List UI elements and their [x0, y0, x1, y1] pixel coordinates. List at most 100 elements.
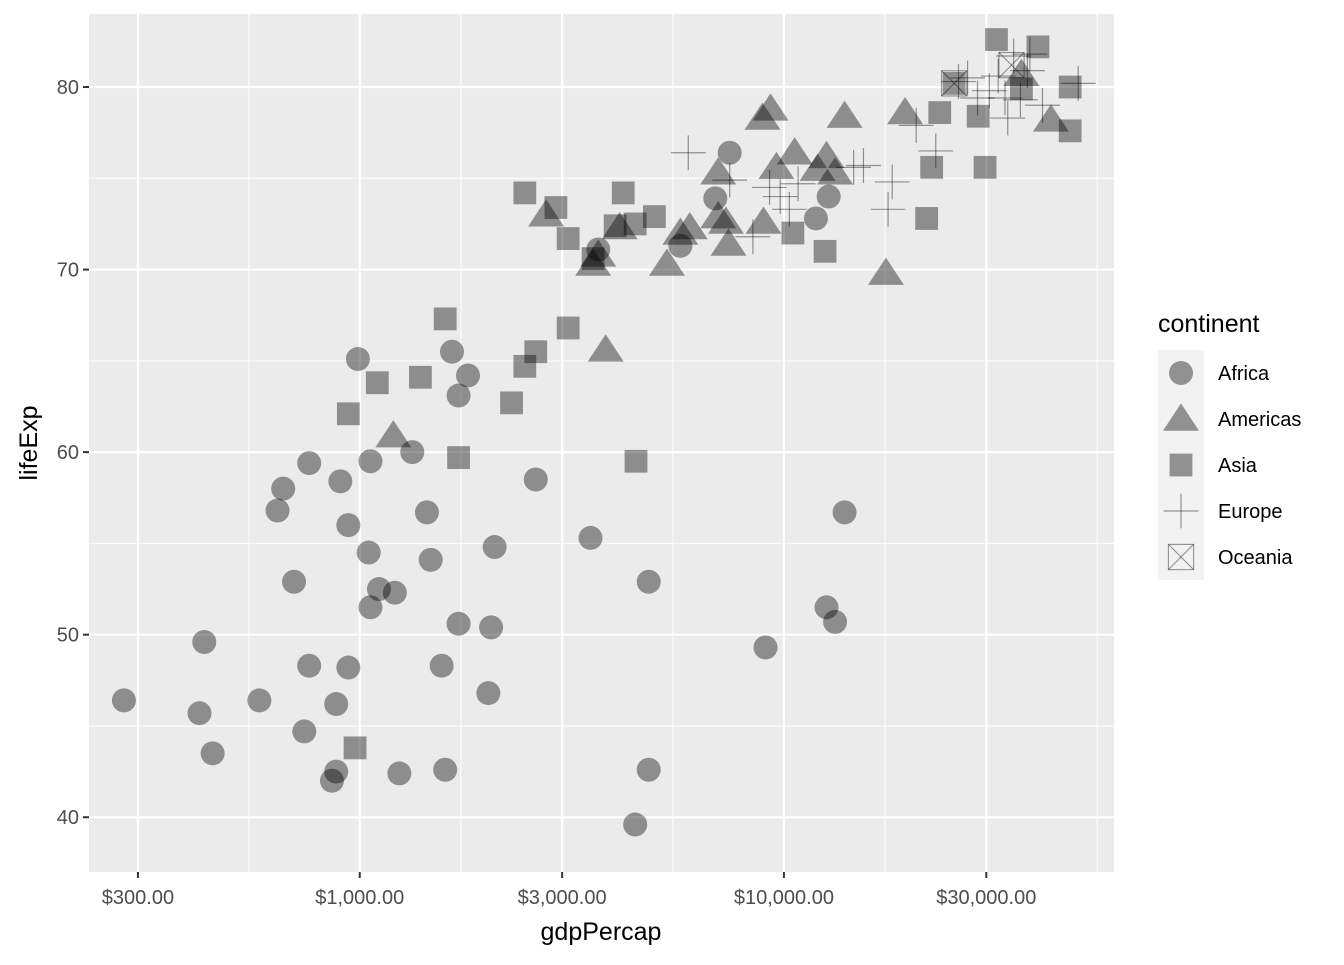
- data-point-europe: [1003, 82, 1038, 118]
- data-point-asia: [623, 212, 647, 236]
- data-point-asia: [928, 101, 952, 124]
- data-point-asia: [1058, 75, 1082, 99]
- data-point-africa: [703, 186, 728, 211]
- data-point-europe: [898, 107, 934, 143]
- x-tick-label: $10,000.00: [734, 887, 834, 909]
- data-point-africa: [636, 757, 661, 782]
- data-point-asia: [920, 155, 944, 179]
- data-point-americas: [1032, 104, 1069, 132]
- legend-item-asia: Asia: [1158, 442, 1258, 488]
- data-point-africa: [479, 615, 504, 640]
- data-point-americas: [662, 217, 699, 245]
- data-point-africa: [265, 498, 290, 523]
- data-point-africa: [400, 440, 425, 465]
- data-point-asia: [409, 365, 432, 389]
- data-point-africa: [292, 719, 317, 744]
- legend-key-oceania: [1167, 543, 1195, 571]
- data-point-africa: [823, 609, 848, 634]
- data-point-asia: [581, 247, 605, 271]
- data-point-americas: [587, 334, 624, 362]
- data-point-africa: [324, 759, 349, 784]
- data-point-oceania: [941, 70, 968, 97]
- legend-key-background: [1158, 488, 1204, 534]
- data-point-africa: [282, 569, 307, 594]
- data-point-asia: [336, 402, 360, 426]
- data-point-africa: [668, 233, 693, 258]
- legend-key-background: [1158, 396, 1204, 442]
- data-point-africa: [429, 653, 454, 678]
- data-point-africa: [387, 761, 412, 786]
- data-point-americas: [710, 228, 747, 256]
- data-point-europe: [990, 100, 1026, 136]
- data-point-africa: [753, 635, 778, 660]
- data-point-africa: [814, 595, 839, 620]
- data-point-europe: [752, 170, 787, 205]
- data-point-americas: [700, 201, 737, 229]
- legend-key-background: [1158, 442, 1204, 488]
- data-point-africa: [636, 569, 661, 594]
- data-point-americas: [752, 93, 789, 121]
- data-point-africa: [187, 701, 212, 726]
- data-point-africa: [418, 547, 443, 572]
- x-axis-ticks: $300.00 $1,000.00 $3,000.00 $10,000.00 $30,0…: [102, 872, 1036, 909]
- data-point-europe: [996, 38, 1032, 74]
- data-point-africa: [414, 500, 439, 525]
- data-point-africa: [366, 577, 391, 602]
- legend-item-americas: Americas: [1158, 396, 1301, 442]
- data-point-europe: [762, 179, 798, 214]
- data-point-europe: [780, 166, 816, 202]
- data-point-africa: [803, 206, 828, 231]
- data-point-oceania: [998, 51, 1025, 79]
- data-point-americas: [758, 151, 795, 180]
- major-gridlines: [89, 14, 1114, 872]
- data-point-americas: [580, 239, 617, 267]
- data-point-africa: [476, 681, 501, 706]
- data-point-americas: [648, 248, 685, 276]
- data-point-europe: [971, 73, 1007, 109]
- y-axis-ticks: 40 50 60 70 80: [57, 77, 89, 829]
- data-point-europe: [1060, 65, 1096, 101]
- data-point-africa: [192, 629, 217, 654]
- x-tick-label: $300.00: [102, 887, 174, 909]
- data-point-asia: [343, 736, 367, 760]
- minor-gridlines: [89, 14, 1114, 872]
- data-point-asia: [813, 239, 837, 263]
- data-point-americas: [700, 157, 737, 185]
- x-tick-label: $30,000.00: [936, 887, 1036, 909]
- data-point-asia: [524, 340, 548, 364]
- y-tick-label: 50: [57, 625, 79, 647]
- series-europe: [670, 36, 1096, 255]
- data-point-asia: [1010, 77, 1033, 101]
- y-tick-label: 40: [57, 807, 79, 829]
- legend-item-africa: Africa: [1158, 350, 1270, 396]
- data-point-europe: [1012, 36, 1048, 72]
- data-point-asia: [942, 71, 966, 95]
- legend-label: Asia: [1218, 455, 1258, 477]
- data-point-africa: [324, 692, 349, 717]
- data-point-europe: [918, 133, 954, 169]
- x-tick-label: $3,000.00: [518, 887, 607, 909]
- series-oceania: [941, 51, 1025, 97]
- data-point-americas: [776, 137, 813, 165]
- data-point-americas: [601, 211, 638, 240]
- data-point-africa: [297, 451, 322, 476]
- data-point-americas: [745, 206, 782, 234]
- y-tick-label: 70: [57, 260, 79, 282]
- data-point-africa: [446, 383, 471, 408]
- data-point-africa: [247, 688, 272, 713]
- data-point-asia: [365, 371, 389, 395]
- data-point-africa: [297, 653, 322, 678]
- data-point-europe: [1025, 87, 1060, 123]
- legend-label: Oceania: [1218, 547, 1293, 569]
- series-africa: [111, 140, 857, 837]
- data-point-africa: [382, 580, 407, 605]
- data-point-americas: [799, 153, 836, 181]
- data-point-asia: [642, 205, 666, 229]
- data-point-asia: [1026, 35, 1050, 59]
- legend-key-background: [1158, 534, 1204, 580]
- data-point-africa: [336, 513, 361, 538]
- data-point-europe: [950, 60, 985, 96]
- data-point-asia: [603, 214, 627, 238]
- data-point-americas: [744, 102, 781, 130]
